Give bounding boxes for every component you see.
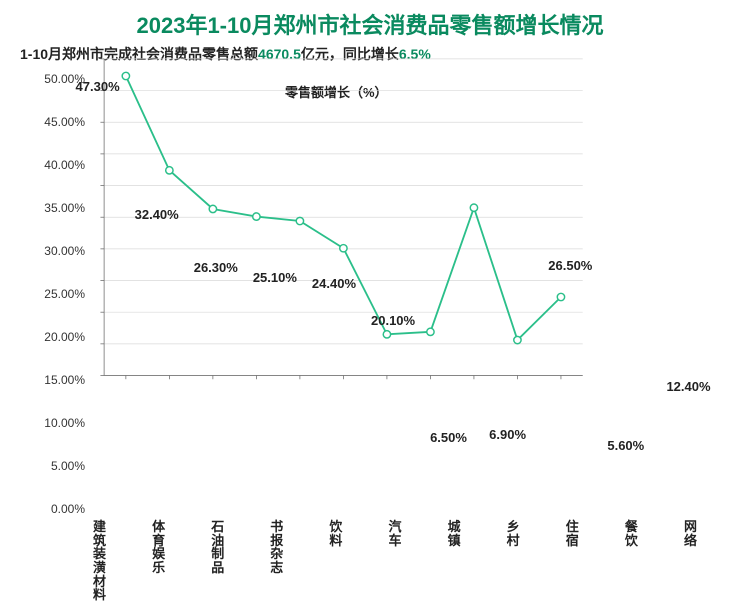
data-label: 5.60% <box>607 438 644 453</box>
ytick-label: 40.00% <box>25 158 85 172</box>
data-marker <box>340 245 347 252</box>
xtick-label: 饮料 <box>327 520 345 547</box>
data-markers <box>122 72 564 343</box>
xtick-label: 石油制品 <box>209 520 227 575</box>
xtick-label: 汽车 <box>386 520 404 547</box>
data-label: 20.10% <box>371 313 415 328</box>
xtick-label: 餐饮 <box>622 520 640 547</box>
data-marker <box>470 204 477 211</box>
data-label: 32.40% <box>135 207 179 222</box>
ytick-label: 15.00% <box>25 373 85 387</box>
data-marker <box>514 336 521 343</box>
ytick-label: 30.00% <box>25 244 85 258</box>
data-marker <box>209 205 216 212</box>
data-label: 26.50% <box>548 258 592 273</box>
data-label: 47.30% <box>76 79 120 94</box>
ytick-label: 45.00% <box>25 115 85 129</box>
data-marker <box>166 167 173 174</box>
xtick-label: 书报杂志 <box>268 520 286 575</box>
xtick-label: 建筑装潢材料 <box>91 520 109 602</box>
xtick-label: 城镇 <box>445 520 463 547</box>
data-label: 12.40% <box>666 379 710 394</box>
data-label: 6.50% <box>430 430 467 445</box>
data-label: 26.30% <box>194 260 238 275</box>
data-label: 25.10% <box>253 270 297 285</box>
data-marker <box>557 293 564 300</box>
ytick-label: 35.00% <box>25 201 85 215</box>
ytick-label: 0.00% <box>25 502 85 516</box>
data-marker <box>383 331 390 338</box>
ytick-label: 5.00% <box>25 459 85 473</box>
data-label: 6.90% <box>489 427 526 442</box>
ytick-label: 25.00% <box>25 287 85 301</box>
xtick-label: 体育娱乐 <box>150 520 168 575</box>
data-line <box>126 76 561 340</box>
xtick-label: 乡村 <box>504 520 522 547</box>
chart-container: 2023年1-10月郑州市社会消费品零售额增长情况 1-10月郑州市完成社会消费… <box>0 0 740 584</box>
data-marker <box>122 72 129 79</box>
xtick-marks <box>126 376 561 380</box>
data-marker <box>296 217 303 224</box>
xtick-label: 住宿 <box>563 520 581 547</box>
ytick-label: 20.00% <box>25 330 85 344</box>
ytick-marks <box>100 59 104 376</box>
data-marker <box>427 328 434 335</box>
data-marker <box>253 213 260 220</box>
ytick-label: 10.00% <box>25 416 85 430</box>
xtick-label: 网络 <box>681 520 699 547</box>
chart-plot <box>0 0 650 430</box>
data-label: 24.40% <box>312 276 356 291</box>
